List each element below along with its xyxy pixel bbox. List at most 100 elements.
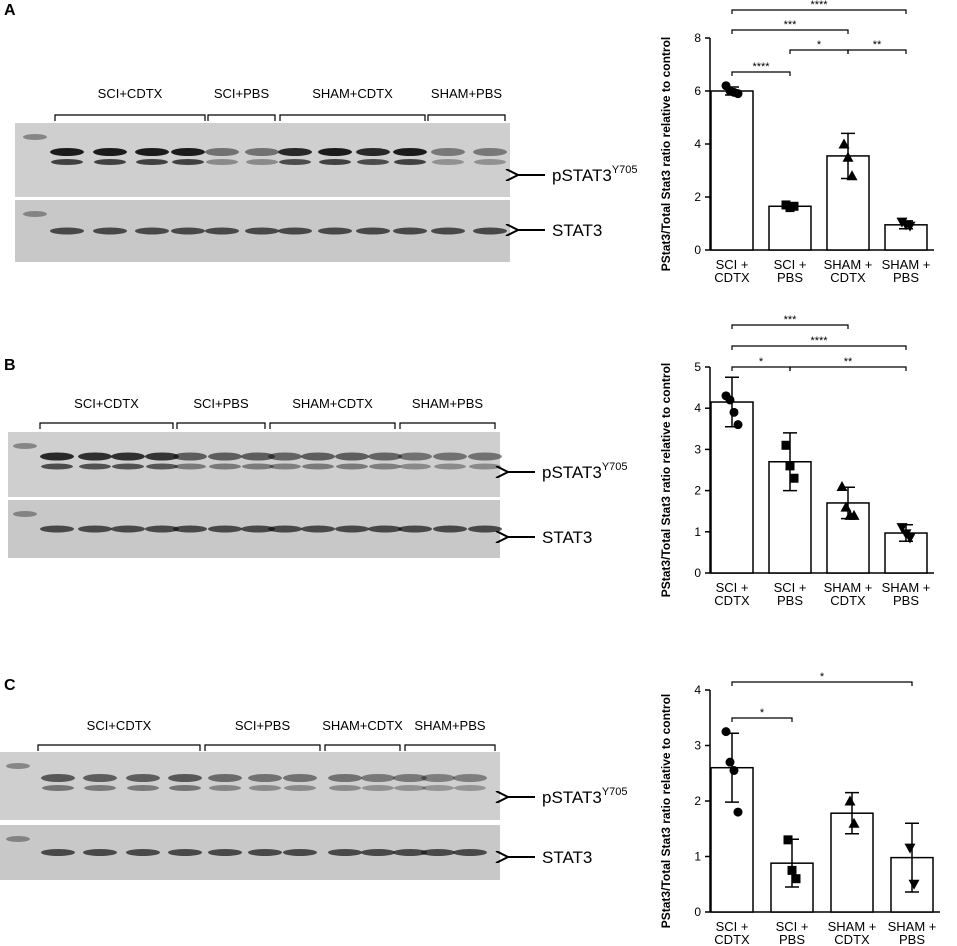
blot-band	[301, 452, 335, 461]
y-tick-label: 0	[694, 243, 701, 257]
blot-band	[469, 463, 501, 470]
blot-band	[205, 227, 239, 235]
ladder-band	[23, 134, 47, 140]
x-tick-label: SHAM + PBS	[887, 920, 937, 946]
data-point	[896, 523, 908, 534]
blot-band	[171, 227, 205, 235]
significance-label: **	[873, 39, 882, 51]
blot-band	[393, 227, 427, 235]
blot-band	[328, 774, 362, 782]
y-axis-label: PStat3/Total Stat3 ratio relative to con…	[659, 363, 673, 598]
ladder-band	[23, 211, 47, 217]
y-tick-label: 6	[694, 84, 701, 98]
y-tick-label: 0	[694, 905, 701, 919]
blot-band	[41, 849, 75, 856]
blot-band	[168, 774, 202, 782]
group-label: SCI+PBS	[235, 718, 291, 733]
blot-band	[431, 227, 465, 235]
blot-band	[205, 148, 239, 156]
band-label: pSTAT3Y705	[542, 786, 628, 807]
blot-band	[241, 525, 275, 533]
blot-band	[84, 785, 116, 791]
data-point	[721, 727, 731, 737]
blot-band	[248, 849, 282, 856]
group-bracket	[399, 422, 496, 429]
band-label: STAT3	[542, 528, 592, 547]
data-point	[844, 795, 856, 806]
significance-bracket	[731, 717, 793, 722]
data-point	[848, 817, 860, 828]
ladder-band	[6, 763, 30, 769]
y-axis-label: PStat3/Total Stat3 ratio relative to con…	[659, 694, 673, 929]
blot-band	[249, 785, 281, 791]
significance-label: *	[820, 671, 825, 683]
significance-bracket	[731, 345, 907, 350]
group-bracket	[427, 114, 506, 121]
blot-band	[171, 148, 205, 156]
blot-band	[301, 525, 335, 533]
x-tick-label-box: SCI + CDTX	[714, 920, 749, 946]
data-point	[725, 757, 735, 767]
panel-letter: B	[4, 357, 16, 374]
blot-band	[398, 452, 432, 461]
blot-band	[283, 849, 317, 856]
blot-band	[336, 463, 368, 470]
x-tick-label: SCI + PBS	[773, 581, 807, 608]
x-tick-label: SCI + CDTX	[714, 581, 750, 608]
significance-bracket	[731, 324, 849, 329]
blot-band	[83, 849, 117, 856]
blot-band	[146, 463, 178, 470]
y-tick-label: 2	[694, 794, 701, 808]
significance-label: **	[844, 356, 853, 368]
y-tick-label: 8	[694, 31, 701, 45]
blot-band	[209, 785, 241, 791]
x-tick-label-box: SHAM + PBS	[887, 920, 937, 946]
data-point	[846, 170, 858, 181]
blot-strip	[15, 123, 510, 197]
group-label: SHAM+CDTX	[312, 86, 393, 101]
data-point	[785, 461, 795, 471]
blot-band	[393, 774, 427, 782]
blot-band	[246, 159, 278, 165]
blot-band	[473, 227, 507, 235]
blot-band	[468, 525, 502, 533]
blot-band	[209, 463, 241, 470]
data-point	[904, 533, 916, 544]
data-point	[729, 407, 739, 417]
data-point	[904, 843, 916, 854]
group-bracket	[54, 114, 206, 121]
y-axis-label: PStat3/Total Stat3 ratio relative to con…	[659, 37, 673, 272]
blot-band	[112, 463, 144, 470]
band-name: STAT3	[542, 528, 592, 547]
group-bracket	[204, 744, 321, 751]
blot-band	[245, 148, 279, 156]
band-superscript: Y705	[602, 786, 628, 798]
data-point	[729, 765, 739, 775]
y-tick-label: 5	[694, 360, 701, 374]
y-tick-label: 3	[694, 442, 701, 456]
x-tick-label: SHAM + PBS	[881, 258, 931, 285]
blot-band	[42, 785, 74, 791]
blot-band	[50, 227, 84, 235]
blot-band	[145, 452, 179, 461]
significance-label: ****	[810, 0, 828, 11]
blot-band	[208, 774, 242, 782]
blot-band	[78, 452, 112, 461]
blot-band	[145, 525, 179, 533]
significance-label: *	[759, 356, 764, 368]
blot-band	[318, 148, 352, 156]
blot-band	[468, 452, 502, 461]
y-tick-label: 4	[694, 137, 701, 151]
group-label: SCI+CDTX	[74, 396, 139, 411]
blot-band	[319, 159, 351, 165]
data-point	[908, 879, 920, 890]
data-point	[840, 501, 852, 512]
blot-band	[328, 849, 362, 856]
blot-band	[41, 774, 75, 782]
significance-label: *	[817, 39, 822, 51]
blot-band	[41, 463, 73, 470]
blot-band	[432, 159, 464, 165]
significance-label: ***	[784, 19, 798, 31]
ladder-band	[6, 836, 30, 842]
